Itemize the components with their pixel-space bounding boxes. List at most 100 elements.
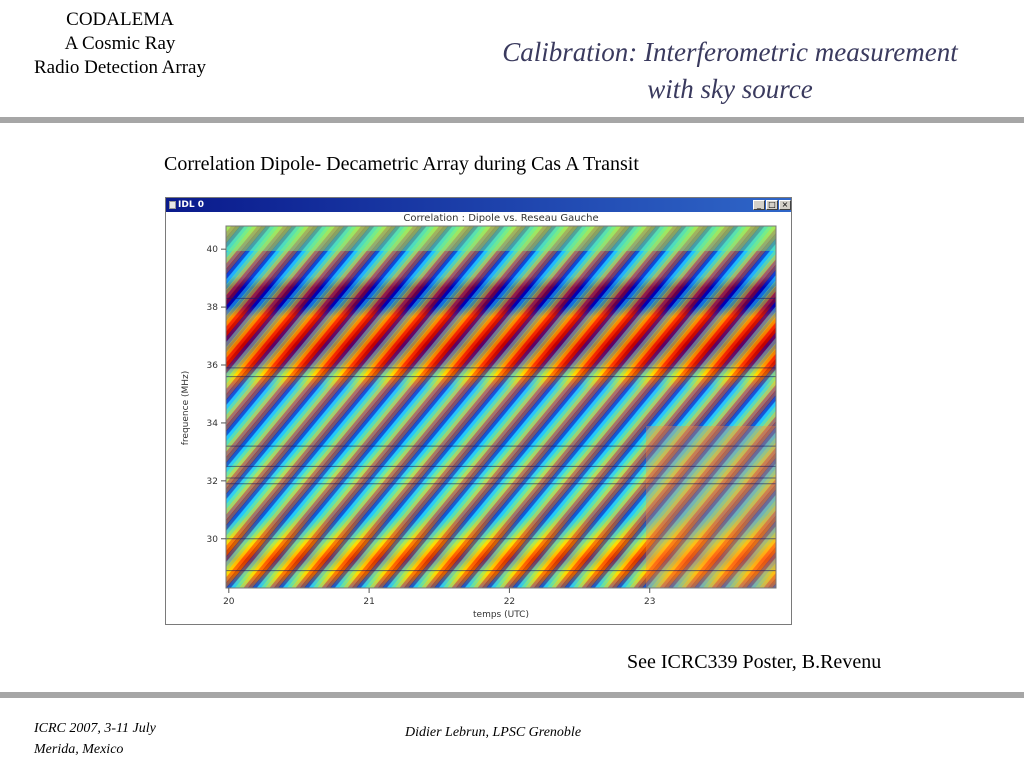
fringe-stripe — [781, 226, 791, 588]
x-tick-label: 22 — [504, 597, 515, 607]
fringe-stripe — [166, 226, 171, 588]
fringe-stripe — [646, 431, 776, 588]
fringe-stripe — [234, 226, 540, 588]
y-axis: 30 32 34 36 38 40 — [207, 245, 226, 545]
slide-title-line: Calibration: Interferometric measurement — [502, 37, 958, 67]
y-tick-label: 38 — [207, 303, 219, 313]
fringe-stripe — [685, 478, 776, 588]
fringe-stripe — [230, 226, 536, 588]
fringe-stripe — [473, 226, 776, 588]
org-line: CODALEMA — [66, 9, 174, 30]
fringe-stripe — [551, 316, 776, 588]
fringe-stripe — [317, 226, 622, 588]
noise-region — [646, 426, 776, 588]
fringe-fade-top — [226, 226, 776, 251]
conference-info: ICRC 2007, 3-11 July Merida, Mexico — [34, 718, 156, 760]
fringe-stripe — [425, 226, 731, 588]
fringe-stripe — [776, 226, 791, 588]
fringe-stripe — [382, 226, 687, 588]
fringe-stripe — [360, 226, 666, 588]
fringe-stripe — [542, 306, 776, 588]
y-tick-label: 36 — [207, 361, 219, 371]
fringe-stripe — [455, 226, 761, 588]
y-tick-label: 30 — [207, 535, 219, 545]
fringe-stripe — [291, 226, 596, 588]
fringe-stripe — [226, 226, 228, 228]
fringe-stripe — [689, 483, 776, 588]
fringe-stripe — [754, 562, 776, 588]
fringe-stripe — [598, 374, 776, 588]
y-tick-label: 34 — [207, 419, 219, 429]
y-axis-label: frequence (MHz) — [181, 371, 191, 446]
x-axis: 20 21 22 23 — [223, 588, 655, 607]
fringe-stripe — [256, 226, 562, 588]
fringe-stripe — [334, 226, 640, 588]
fringe-stripe — [421, 226, 726, 588]
fringe-stripe — [265, 226, 570, 588]
fringe-stripe — [520, 279, 776, 588]
plot-frame — [225, 225, 777, 589]
fringe-stripe — [581, 353, 776, 588]
maximize-button[interactable]: □ — [766, 200, 778, 210]
fringe-stripe — [412, 226, 718, 588]
fringe-stripe — [247, 226, 553, 588]
fringe-stripe — [369, 226, 674, 588]
fringe-stripe — [304, 226, 609, 588]
fringe-stripe — [564, 332, 776, 588]
fringe-stripe — [715, 515, 776, 588]
close-button[interactable]: × — [779, 200, 791, 210]
fringe-stripe — [356, 226, 661, 588]
fringe-stripe — [451, 226, 757, 588]
fringe-stripe — [325, 226, 631, 588]
fringe-stripe — [533, 295, 776, 588]
fringe-stripe — [312, 226, 618, 588]
fringe-stripe — [226, 226, 232, 234]
x-axis-label: temps (UTC) — [473, 610, 529, 620]
minimize-button[interactable]: _ — [753, 200, 765, 210]
window-titlebar[interactable]: IDL 0 _ □ × — [166, 198, 791, 212]
fringe-stripe — [681, 473, 776, 588]
fringe-stripe — [503, 258, 776, 588]
fringe-stripe — [434, 226, 739, 588]
fringe-stripe — [338, 226, 644, 588]
fringe-stripe — [429, 226, 735, 588]
fringe-stripe — [707, 504, 776, 588]
fringe-stripe — [464, 226, 770, 588]
fringe-stripe — [789, 226, 791, 588]
fringe-stripe — [243, 226, 549, 588]
fringe-stripe — [481, 232, 776, 588]
x-tick-label: 23 — [644, 597, 655, 607]
fringe-stripe — [278, 226, 583, 588]
fringe-stripe — [460, 226, 765, 588]
fringe-stripe — [295, 226, 601, 588]
fringe-stripe — [663, 452, 776, 588]
fringe-stripe — [386, 226, 692, 588]
fringe-stripe — [607, 384, 776, 588]
fringe-stripe — [590, 363, 776, 588]
fringe-stripe — [403, 226, 709, 588]
fringe-stripe — [166, 226, 223, 588]
fringe-stripe — [507, 264, 776, 588]
fringe-stripe — [282, 226, 588, 588]
fringe-stripe — [577, 347, 776, 588]
fringe-stripe — [763, 572, 776, 588]
fringe-stripe — [499, 253, 776, 588]
fringe-stripe — [399, 226, 705, 588]
fringe-stripe — [299, 226, 605, 588]
correlation-plot: Correlation : Dipole vs. Reseau Gauche 3… — [166, 213, 791, 620]
fringe-stripe — [698, 494, 776, 588]
fringe-stripe — [702, 499, 776, 588]
slide-title-line: with sky source — [647, 74, 813, 104]
fringe-stripe — [321, 226, 627, 588]
fringe-stripe — [516, 274, 776, 588]
fringe-stripe — [741, 546, 776, 588]
fringe-stripe — [572, 342, 776, 588]
fringe-stripe — [624, 405, 776, 588]
rfi-lines — [226, 297, 776, 572]
fringe-stripe — [286, 226, 592, 588]
fringe-stripe — [616, 394, 776, 588]
fringe-stripe — [772, 583, 776, 588]
fringe-stripe — [724, 525, 776, 588]
fringe-stripe — [330, 226, 635, 588]
fringe-stripe — [637, 421, 776, 588]
